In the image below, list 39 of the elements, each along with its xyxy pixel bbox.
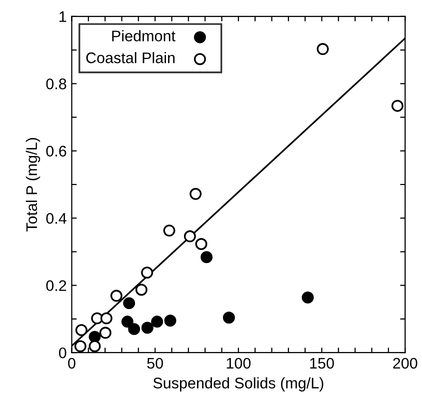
- point: [302, 291, 314, 304]
- point: [128, 323, 140, 336]
- y-tick-label: 0.8: [46, 78, 66, 90]
- point: [100, 312, 112, 324]
- y-tick-label: 1: [60, 11, 66, 22]
- point: [222, 312, 235, 324]
- y-tick-label: 0.2: [46, 280, 66, 292]
- x-tick-label: 100: [226, 358, 251, 369]
- point: [316, 43, 329, 55]
- point: [164, 314, 176, 327]
- point: [99, 326, 112, 339]
- point: [123, 297, 136, 310]
- x-tick-label: 50: [147, 358, 163, 369]
- point: [391, 100, 404, 112]
- point: [74, 340, 86, 352]
- point: [200, 251, 213, 264]
- x-tick-label: 150: [310, 358, 334, 369]
- x-axis-title: Suspended Solids (mg/L): [153, 377, 324, 392]
- x-tick-label: 200: [393, 358, 418, 369]
- y-tick-label: 0: [58, 347, 66, 358]
- legend-label: Coastal Plain: [86, 52, 175, 64]
- point: [190, 188, 202, 200]
- y-axis-title: Total P (mg/L): [26, 138, 40, 232]
- x-tick-label: 0: [68, 358, 76, 369]
- point: [141, 322, 154, 334]
- point: [121, 316, 134, 328]
- point: [88, 340, 101, 352]
- point: [75, 324, 88, 336]
- legend-label: Piedmont: [112, 30, 176, 42]
- point: [151, 316, 164, 328]
- point: [195, 238, 208, 250]
- point: [91, 312, 104, 324]
- point: [163, 224, 176, 237]
- y-tick-label: 0.6: [46, 146, 66, 157]
- point: [141, 266, 154, 279]
- point: [135, 284, 148, 296]
- point: [110, 290, 122, 302]
- point: [184, 230, 196, 242]
- y-tick-label: 0.4: [46, 212, 66, 224]
